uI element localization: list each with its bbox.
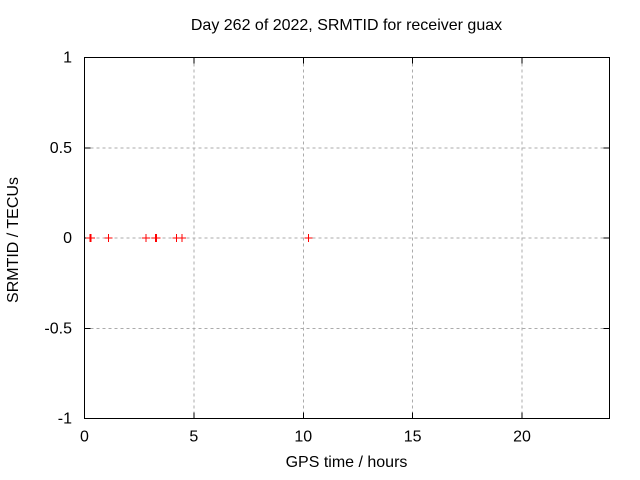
y-tick-label: 1 [63, 50, 72, 67]
data-point-marker [177, 234, 186, 242]
y-tick-label: -1 [58, 411, 72, 428]
x-tick-label: 15 [404, 429, 422, 446]
x-axis-title: GPS time / hours [285, 454, 408, 471]
x-tick-label: 10 [294, 429, 312, 446]
x-tick-label: 20 [513, 429, 531, 446]
data-point-marker [104, 234, 113, 242]
x-tick-label: 5 [189, 429, 198, 446]
y-tick-label: 0.5 [50, 140, 72, 157]
chart-title: Day 262 of 2022, SRMTID for receiver gua… [190, 17, 503, 34]
data-point-marker [152, 234, 161, 242]
data-point-marker [87, 234, 96, 242]
x-tick-label: 0 [80, 429, 89, 446]
y-tick-label: 0 [63, 230, 72, 247]
data-point-marker [141, 234, 150, 242]
data-point-marker [304, 234, 313, 242]
y-tick-label: -0.5 [44, 320, 72, 337]
